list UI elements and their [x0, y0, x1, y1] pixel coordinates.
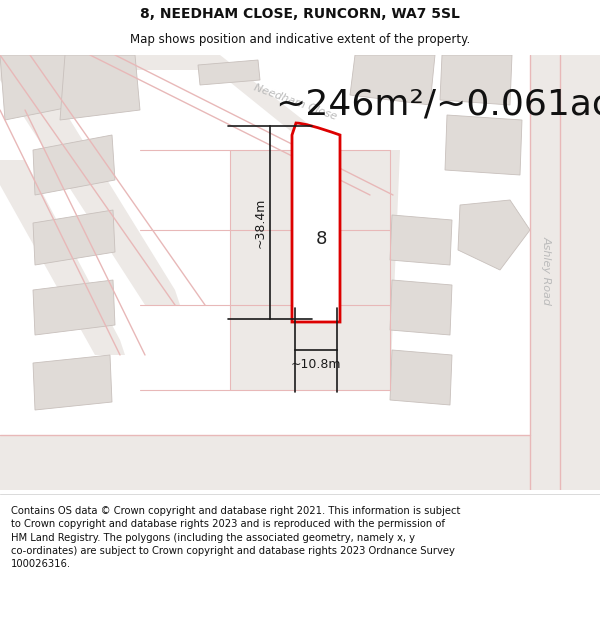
Text: 8, NEEDHAM CLOSE, RUNCORN, WA7 5SL: 8, NEEDHAM CLOSE, RUNCORN, WA7 5SL [140, 7, 460, 21]
Polygon shape [440, 55, 512, 105]
Polygon shape [0, 160, 125, 355]
Text: ~10.8m: ~10.8m [291, 357, 341, 371]
Text: Contains OS data © Crown copyright and database right 2021. This information is : Contains OS data © Crown copyright and d… [11, 506, 460, 569]
Polygon shape [198, 60, 260, 85]
Polygon shape [33, 135, 115, 195]
Polygon shape [230, 150, 400, 390]
Polygon shape [90, 55, 380, 195]
Polygon shape [33, 355, 112, 410]
Polygon shape [60, 55, 140, 120]
Polygon shape [390, 215, 452, 265]
Polygon shape [458, 200, 530, 270]
Polygon shape [0, 55, 180, 305]
Text: 8: 8 [316, 229, 326, 248]
Text: Needham Close: Needham Close [252, 82, 338, 122]
Polygon shape [0, 435, 600, 490]
Polygon shape [390, 350, 452, 405]
Polygon shape [350, 55, 435, 105]
Text: Ashley Road: Ashley Road [542, 236, 552, 304]
Polygon shape [33, 280, 115, 335]
Text: Map shows position and indicative extent of the property.: Map shows position and indicative extent… [130, 33, 470, 46]
Polygon shape [445, 115, 522, 175]
Text: ~246m²/~0.061ac.: ~246m²/~0.061ac. [275, 88, 600, 122]
Polygon shape [33, 210, 115, 265]
Text: ~38.4m: ~38.4m [254, 198, 266, 248]
Polygon shape [530, 55, 600, 490]
Polygon shape [0, 55, 80, 120]
PathPatch shape [292, 123, 340, 322]
Polygon shape [390, 280, 452, 335]
